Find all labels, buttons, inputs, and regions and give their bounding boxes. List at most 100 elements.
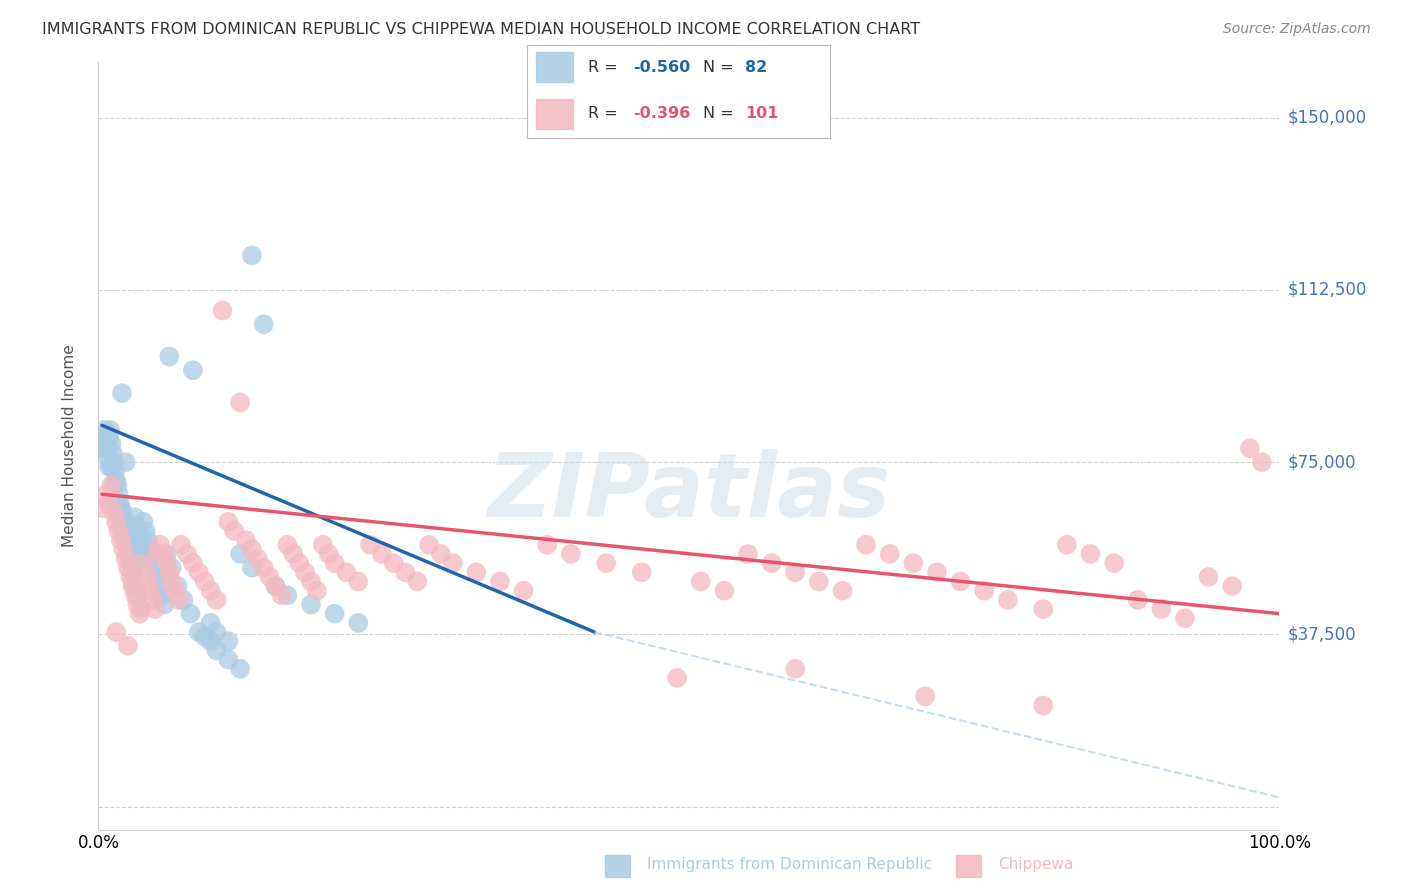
Point	[1150, 602, 1173, 616]
Point	[259, 570, 281, 584]
Point	[156, 547, 179, 561]
Point	[96, 487, 118, 501]
Point	[125, 519, 148, 533]
Point	[807, 574, 830, 589]
Text: $37,500: $37,500	[1288, 625, 1357, 643]
Point	[156, 556, 179, 570]
Point	[131, 556, 153, 570]
Text: N =: N =	[703, 60, 738, 75]
Point	[1220, 579, 1243, 593]
Point	[323, 556, 346, 570]
Point	[105, 625, 128, 640]
Point	[312, 538, 335, 552]
Point	[98, 423, 121, 437]
Point	[194, 630, 217, 644]
Point	[127, 588, 149, 602]
Point	[246, 551, 269, 566]
Point	[305, 583, 328, 598]
Point	[595, 556, 617, 570]
Point	[122, 560, 145, 574]
Point	[1102, 556, 1125, 570]
Point	[737, 547, 759, 561]
Text: $112,500: $112,500	[1288, 281, 1367, 299]
Point	[110, 519, 132, 533]
Point	[240, 542, 263, 557]
Point	[925, 566, 948, 580]
Point	[217, 634, 239, 648]
Point	[105, 515, 128, 529]
Point	[117, 524, 139, 538]
Point	[465, 566, 488, 580]
Point	[112, 528, 135, 542]
Point	[165, 583, 187, 598]
Point	[294, 566, 316, 580]
Text: N =: N =	[703, 106, 738, 121]
Point	[124, 510, 146, 524]
Point	[1032, 602, 1054, 616]
Point	[394, 566, 416, 580]
Text: $150,000: $150,000	[1288, 109, 1367, 127]
Point	[114, 455, 136, 469]
Point	[121, 556, 143, 570]
Point	[150, 588, 173, 602]
Point	[253, 318, 276, 332]
Point	[194, 574, 217, 589]
Point	[831, 583, 853, 598]
Point	[229, 547, 252, 561]
Point	[785, 662, 807, 676]
Text: IMMIGRANTS FROM DOMINICAN REPUBLIC VS CHIPPEWA MEDIAN HOUSEHOLD INCOME CORRELATI: IMMIGRANTS FROM DOMINICAN REPUBLIC VS CH…	[42, 22, 921, 37]
Point	[235, 533, 257, 548]
Point	[371, 547, 394, 561]
Point	[127, 598, 149, 612]
Point	[143, 560, 166, 574]
Point	[157, 350, 180, 364]
Point	[107, 510, 129, 524]
Point	[689, 574, 711, 589]
Point	[512, 583, 534, 598]
Point	[166, 579, 188, 593]
Point	[105, 496, 128, 510]
Point	[105, 474, 128, 488]
Point	[761, 556, 783, 570]
Point	[276, 588, 298, 602]
Point	[430, 547, 453, 561]
Point	[217, 515, 239, 529]
Point	[128, 547, 150, 561]
Point	[200, 583, 222, 598]
Point	[128, 538, 150, 552]
Point	[118, 533, 141, 548]
Point	[276, 538, 298, 552]
Point	[117, 639, 139, 653]
Point	[211, 303, 233, 318]
Point	[98, 496, 121, 510]
Point	[124, 588, 146, 602]
Point	[143, 602, 166, 616]
Text: -0.396: -0.396	[633, 106, 690, 121]
Point	[359, 538, 381, 552]
Point	[879, 547, 901, 561]
Point	[107, 524, 129, 538]
Point	[1080, 547, 1102, 561]
Point	[121, 570, 143, 584]
Point	[114, 538, 136, 552]
Point	[229, 395, 252, 409]
Point	[160, 574, 183, 589]
Point	[124, 579, 146, 593]
Point	[91, 442, 114, 456]
Point	[121, 547, 143, 561]
Point	[146, 547, 169, 561]
Point	[120, 542, 142, 557]
Point	[152, 547, 174, 561]
Point	[318, 547, 340, 561]
Point	[103, 478, 125, 492]
Text: ZIPatlas: ZIPatlas	[488, 449, 890, 535]
Point	[149, 538, 172, 552]
Point	[111, 386, 134, 401]
Point	[160, 560, 183, 574]
Point	[406, 574, 429, 589]
Point	[136, 574, 159, 589]
Point	[181, 556, 204, 570]
Point	[153, 598, 176, 612]
Point	[110, 533, 132, 548]
Point	[1198, 570, 1220, 584]
